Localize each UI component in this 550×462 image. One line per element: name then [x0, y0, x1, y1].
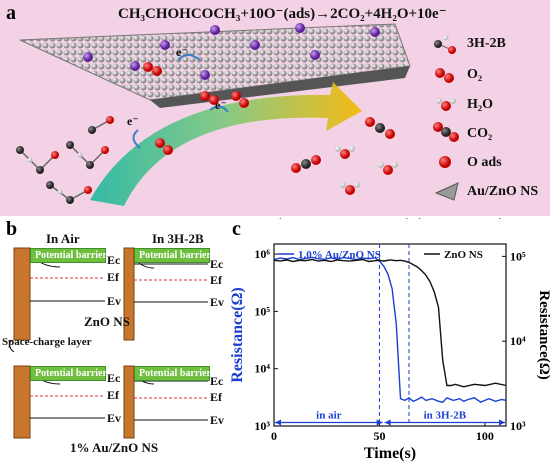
legend-au-zno-ns: Au/ZnO NS	[467, 184, 539, 199]
ec-label-2: Ec	[210, 257, 224, 271]
y-right-tick-label: 10³	[510, 419, 526, 433]
y-left-tick-label: 10⁶	[254, 247, 270, 261]
y-left-axis-label: Resistance(Ω)	[229, 287, 246, 382]
arrowhead-left	[279, 218, 281, 219]
panel-b: b	[0, 218, 228, 462]
annotation-label: in air	[316, 410, 341, 422]
3h2b-molecules	[16, 116, 114, 204]
water-molecule-icon	[436, 98, 456, 111]
label-in-air: In Air	[46, 231, 80, 246]
electron-label-3: e⁻	[215, 98, 227, 112]
arrowhead-right	[499, 419, 505, 426]
potential-barrier-2: Potential barrier	[134, 248, 211, 263]
arrowhead-left	[275, 419, 281, 426]
co2-molecule-icon	[433, 122, 459, 142]
arrowhead-left	[418, 218, 421, 219]
legend-h2o: H₂O	[467, 97, 493, 112]
electron-label-1: e⁻	[176, 45, 188, 59]
electron-transfer-arrows	[132, 54, 229, 149]
legend-icons	[433, 35, 459, 201]
plot-frame	[273, 243, 507, 427]
legend-co2: CO₂	[467, 126, 493, 141]
x-axis-label: Time(s)	[364, 445, 416, 462]
ef-label-4: Ef	[210, 390, 222, 404]
label-zno-ns: ZnO NS	[84, 314, 130, 329]
band-diagram-au-zno-3h2b	[123, 365, 208, 439]
potential-barrier-4: Potential barrier	[134, 366, 211, 381]
y-right-axis-label: Resistance(Ω)	[536, 290, 550, 380]
annotation-label: in 3H-2B	[424, 410, 467, 422]
potential-barrier-1: Potential barrier	[30, 248, 107, 263]
y-right-tick-label: 10⁵	[510, 249, 526, 263]
product-molecules	[291, 117, 398, 195]
adsorbed-oxygen	[143, 62, 249, 155]
label-space-charge-layer: Space-charge layer	[2, 336, 92, 348]
panel-c: c 0 50 100 10³ 10⁴ 10⁵ 10⁶ 10³ 10⁴ 10⁵ Time(s) Resi…	[228, 218, 550, 462]
ev-label-1: Ev	[107, 294, 122, 308]
oxygen-molecule-icon	[435, 68, 454, 83]
x-tick-label: 50	[373, 429, 385, 443]
ev-label-2: Ev	[210, 295, 225, 309]
molecule-icon	[434, 35, 456, 54]
legend-label: ZnO NS	[444, 249, 483, 261]
y-right-tick-label: 10⁴	[510, 334, 526, 348]
reaction-equation: CH₃CHOHCOCH₃+10O⁻(ads)→2CO₂+4H₂O+10e⁻	[118, 6, 447, 22]
resistance-chart: 0 50 100 10³ 10⁴ 10⁵ 10⁶ 10³ 10⁴ 10⁵ Time(s) Resist…	[229, 218, 550, 462]
legend-label: 1.0% Au/ZnO NS	[298, 249, 381, 261]
reaction-arrow	[90, 82, 362, 206]
label-au-zno-ns: 1% Au/ZnO NS	[70, 440, 159, 455]
panel-a: a CH₃CHOHCOCH₃+10O⁻(ads)→2CO₂+4H₂O+10e⁻	[0, 0, 550, 216]
ec-label-1: Ec	[107, 253, 121, 267]
ef-label-1: Ef	[107, 270, 119, 284]
ef-label-2: Ef	[210, 273, 222, 287]
arrowhead-right	[376, 419, 383, 426]
au-atoms	[83, 23, 380, 80]
potential-barrier-3: Potential barrier	[30, 366, 107, 381]
ec-label-4: Ec	[210, 374, 224, 388]
electron-label-2: e⁻	[127, 114, 139, 128]
label-in-3h2b: In 3H-2B	[152, 231, 204, 246]
arrowhead-right	[499, 218, 501, 219]
y-left-tick-label: 10⁴	[254, 362, 270, 376]
ec-label-3: Ec	[107, 371, 121, 385]
x-tick-label: 100	[476, 429, 494, 443]
adsorbed-oxygen-icon	[439, 156, 451, 168]
legend-3h2b: 3H-2B	[467, 36, 506, 51]
ev-label-4: Ev	[210, 413, 225, 427]
series-line	[273, 258, 507, 388]
band-diagram-zno-3h2b	[123, 247, 208, 341]
legend-o2: O₂	[467, 67, 483, 82]
arrowhead-right	[406, 218, 409, 219]
gas-sensing-illustration	[16, 23, 459, 206]
x-tick-label: 0	[271, 429, 277, 443]
ev-label-3: Ev	[107, 411, 122, 425]
panel-label-c: c	[232, 218, 241, 240]
y-left-tick-label: 10⁵	[254, 304, 270, 318]
panel-label-a: a	[6, 2, 16, 24]
ef-label-3: Ef	[107, 388, 119, 402]
y-left-tick-label: 10³	[254, 419, 270, 433]
arrowhead-left	[384, 419, 391, 426]
nanosheet-icon	[434, 182, 459, 201]
series-line	[273, 256, 507, 403]
legend-o-ads: O ads	[467, 155, 502, 170]
panel-label-b: b	[6, 218, 18, 240]
